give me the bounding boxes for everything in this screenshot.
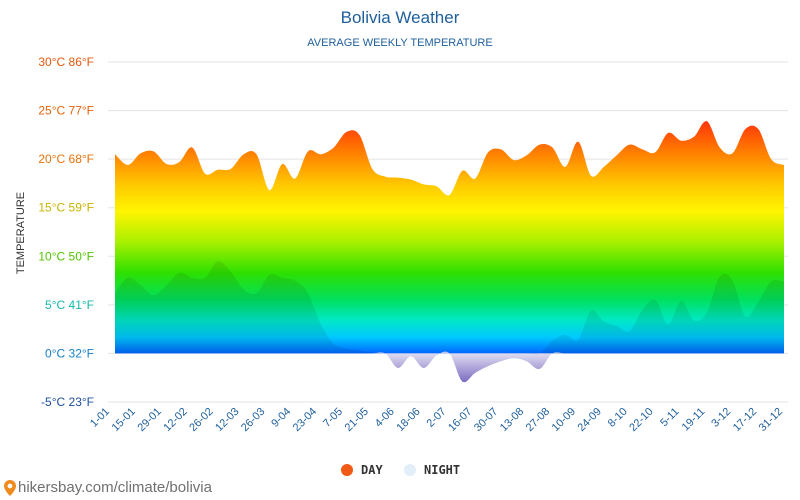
y-tick-label: 10°C 50°F (38, 249, 94, 263)
x-tick-label: 29-01 (136, 406, 164, 434)
legend-night-label[interactable]: NIGHT (424, 463, 460, 477)
location-pin-icon (4, 479, 16, 496)
x-tick-label: 4-06 (373, 406, 397, 430)
x-tick-label: 23-04 (291, 406, 319, 434)
y-tick-label: 15°C 59°F (38, 201, 94, 215)
x-tick-label: 15-01 (110, 406, 138, 434)
y-tick-label: 30°C 86°F (38, 55, 94, 69)
x-tick-label: 16-07 (446, 406, 474, 434)
x-tick-label: 24-09 (576, 406, 604, 434)
x-tick-label: 7-05 (321, 406, 345, 430)
y-axis-label: TEMPERATURE (15, 192, 27, 274)
night-series-area (115, 261, 784, 355)
x-tick-label: 21-05 (343, 406, 371, 434)
y-tick-label: 25°C 77°F (38, 104, 94, 118)
x-tick-label: 12-02 (161, 406, 189, 434)
y-tick-label: 5°C 41°F (45, 298, 94, 312)
y-tick-label: -5°C 23°F (41, 395, 94, 409)
x-tick-label: 27-08 (524, 406, 552, 434)
x-tick-label: 13-08 (498, 406, 526, 434)
x-tick-label: 26-02 (187, 406, 215, 434)
legend-day-marker[interactable] (341, 464, 353, 476)
day-series-area (115, 121, 784, 354)
x-tick-label: 22-10 (627, 406, 655, 434)
y-tick-label: 20°C 68°F (38, 152, 94, 166)
x-tick-label: 31-12 (757, 406, 785, 434)
x-tick-label: 19-11 (680, 406, 708, 434)
legend-day-label[interactable]: DAY (361, 463, 383, 477)
source-text: hikersbay.com/climate/bolivia (18, 479, 212, 496)
x-tick-label: 17-12 (731, 406, 759, 434)
chart-title: Bolivia Weather (341, 8, 460, 27)
x-tick-label: 26-03 (239, 406, 267, 434)
x-tick-label: 2-07 (425, 406, 449, 430)
source-link[interactable]: hikersbay.com/climate/bolivia (4, 479, 212, 496)
x-tick-label: 12-03 (213, 406, 241, 434)
x-tick-label: 9-04 (269, 406, 293, 430)
night-below-zero-area (115, 351, 784, 383)
x-tick-label: 5-11 (658, 406, 681, 429)
chart-subtitle: AVERAGE WEEKLY TEMPERATURE (307, 37, 492, 49)
x-tick-label: 8-10 (606, 406, 630, 430)
x-tick-label: 18-06 (394, 406, 422, 434)
legend-night-marker[interactable] (404, 464, 416, 476)
x-tick-label: 10-09 (550, 406, 578, 434)
x-tick-label: 1-01 (88, 406, 112, 430)
y-tick-label: 0°C 32°F (45, 346, 94, 360)
x-tick-label: 3-12 (709, 406, 733, 430)
x-tick-label: 30-07 (472, 406, 500, 434)
